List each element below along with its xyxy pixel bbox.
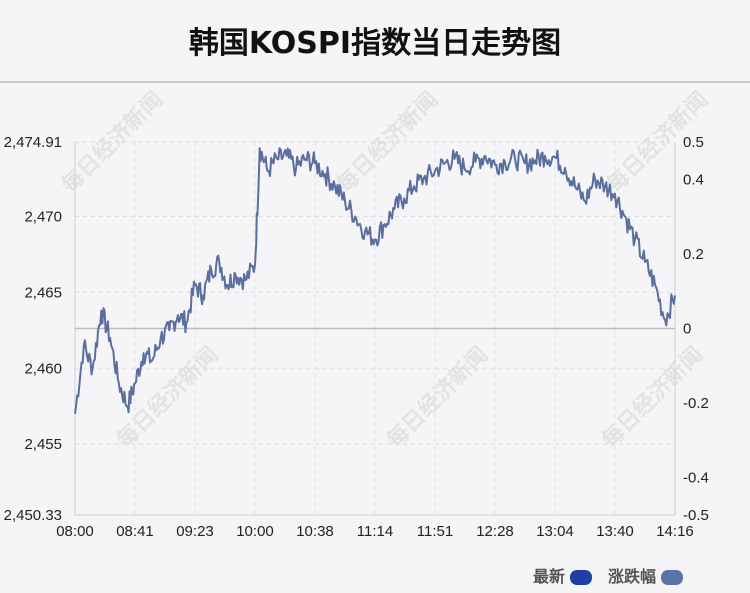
y-left-tick-label: 2,460 bbox=[24, 360, 62, 377]
x-tick-label: 11:51 bbox=[417, 523, 453, 540]
x-tick-label: 14:16 bbox=[656, 523, 694, 540]
legend-change-label: 涨跌幅 bbox=[608, 567, 657, 586]
x-tick-label: 08:41 bbox=[116, 523, 154, 540]
x-tick-label: 11:14 bbox=[357, 523, 393, 540]
legend-latest-swatch bbox=[570, 570, 593, 585]
x-tick-label: 08:00 bbox=[56, 523, 94, 540]
y-right-tick-label: -0.2 bbox=[683, 395, 709, 412]
x-tick-label: 09:23 bbox=[176, 523, 214, 540]
legend-latest: 最新 bbox=[533, 563, 593, 587]
legend-latest-label: 最新 bbox=[533, 567, 566, 586]
y-right-tick-label: 0.5 bbox=[683, 134, 704, 151]
legend-change: 涨跌幅 bbox=[608, 563, 684, 587]
series-line-latest bbox=[74, 147, 676, 414]
y-right-tick-label: -0.4 bbox=[683, 470, 709, 487]
x-tick-label: 10:38 bbox=[296, 523, 334, 540]
x-tick-label: 10:00 bbox=[236, 523, 274, 540]
y-left-tick-label: 2,455 bbox=[24, 436, 62, 453]
y-left-tick-label: 2,474.91 bbox=[4, 134, 62, 151]
y-left-tick-label: 2,450.33 bbox=[4, 507, 62, 524]
y-right-tick-label: 0.4 bbox=[683, 171, 704, 188]
y-left-tick-label: 2,470 bbox=[24, 209, 62, 226]
x-tick-label: 12:28 bbox=[476, 523, 514, 540]
y-right-tick-label: 0 bbox=[683, 321, 691, 338]
x-tick-label: 13:40 bbox=[596, 523, 634, 540]
y-left-tick-label: 2,465 bbox=[24, 284, 62, 301]
legend-change-swatch bbox=[661, 570, 684, 585]
y-right-tick-label: 0.2 bbox=[683, 246, 704, 263]
y-right-tick-label: -0.5 bbox=[683, 507, 709, 524]
title-divider bbox=[0, 81, 750, 83]
chart-title: 韩国KOSPI指数当日走势图 bbox=[188, 26, 562, 61]
x-tick-label: 13:04 bbox=[536, 523, 574, 540]
